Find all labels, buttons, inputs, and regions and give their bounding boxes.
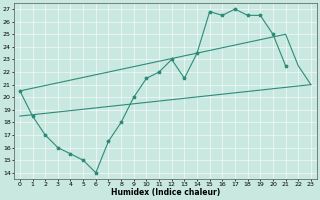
X-axis label: Humidex (Indice chaleur): Humidex (Indice chaleur) <box>111 188 220 197</box>
